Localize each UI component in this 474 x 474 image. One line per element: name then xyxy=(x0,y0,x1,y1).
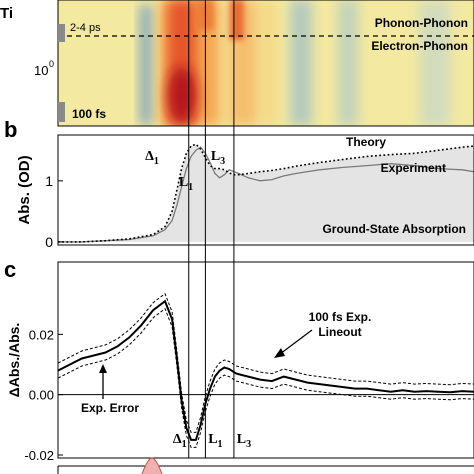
lineout-arrow xyxy=(279,329,313,355)
panel-c-marker-label: Δ1 xyxy=(173,432,187,450)
heatmap-bands xyxy=(140,0,450,126)
panel-b-marker-label: L3 xyxy=(211,149,225,167)
annotation-100fs: 100 fs xyxy=(72,107,106,121)
panel-a-ytick-base: 10 xyxy=(34,63,48,78)
panel-a-ytick-exponent: 0 xyxy=(49,59,54,69)
panel-c: c -0.02 0.00 0.02 ΔAbs./Abs. 100 fs Exp. L… xyxy=(4,257,474,463)
experiment-line xyxy=(58,146,474,243)
panel-label-b: b xyxy=(4,117,17,142)
label-theory: Theory xyxy=(346,135,386,149)
panel-b: b 01 Abs. (OD) Theory Experiment Ground-… xyxy=(4,117,474,250)
panel-a-ytick: 10 0 xyxy=(34,59,54,78)
panel-c-frame xyxy=(57,261,474,459)
panel-c-ytick-label: -0.02 xyxy=(24,448,54,463)
panel-a: 2-4 ps 100 fs Phonon-Phonon Electron-Pho… xyxy=(0,0,474,127)
panel-d-peak xyxy=(141,457,163,474)
heatmap-cold-band xyxy=(140,5,152,125)
panel-b-marker-label: Δ1 xyxy=(145,149,159,167)
ground-state-absorption-area xyxy=(58,144,474,242)
annotation-electron-phonon: Electron-Phonon xyxy=(371,39,468,53)
panel-a-ylabel: Ti xyxy=(0,5,13,22)
heatmap-frame xyxy=(57,0,474,127)
panel-c-ylabel: ΔAbs./Abs. xyxy=(6,323,22,398)
label-lineout-2: Lineout xyxy=(318,325,361,339)
heatmap-cold-band xyxy=(338,0,358,126)
heatmap-hot-band xyxy=(230,0,244,40)
panel-b-ytick-label: 0 xyxy=(45,234,53,250)
panel-c-ytick-label: 0.00 xyxy=(29,388,54,403)
lineout-line xyxy=(58,299,474,441)
panel-c-marker-label: L3 xyxy=(237,432,251,450)
error-band-upper xyxy=(58,292,474,433)
heatmap-cold-band xyxy=(420,0,450,126)
panel-c-markers: Δ1 L1 L3 xyxy=(173,432,251,450)
range-bar-100fs xyxy=(58,102,65,122)
heatmap-hot-spot xyxy=(168,67,196,123)
theory-line xyxy=(58,143,474,243)
panel-b-ylabel: Abs. (OD) xyxy=(16,155,33,224)
heatmap-warm-band xyxy=(262,0,276,126)
error-band-lower xyxy=(58,307,474,448)
range-bar-2-4ps xyxy=(58,24,65,42)
panel-b-frame xyxy=(57,134,474,246)
label-ground-state: Ground-State Absorption xyxy=(322,222,466,236)
error-arrowhead xyxy=(99,364,107,373)
heatmap-cold-band xyxy=(290,0,312,126)
lineout-arrowhead xyxy=(274,348,285,358)
panel-b-ytick-label: 1 xyxy=(45,173,53,189)
guide-lines xyxy=(188,0,235,458)
panel-c-yticks: -0.02 0.00 0.02 xyxy=(24,327,63,463)
panel-c-ytick-label: 0.02 xyxy=(29,327,54,342)
label-lineout: 100 fs Exp. xyxy=(309,310,372,324)
label-experiment: Experiment xyxy=(381,161,446,175)
panel-c-marker-label: L1 xyxy=(208,432,222,450)
panel-label-c: c xyxy=(4,257,16,282)
annotation-2-4ps: 2-4 ps xyxy=(70,22,101,34)
panel-d-partial xyxy=(57,457,474,474)
annotation-phonon-phonon: Phonon-Phonon xyxy=(375,16,468,30)
panel-b-yticks: 01 xyxy=(45,173,63,250)
heatmap xyxy=(58,0,474,126)
label-exp-error: Exp. Error xyxy=(81,401,139,415)
